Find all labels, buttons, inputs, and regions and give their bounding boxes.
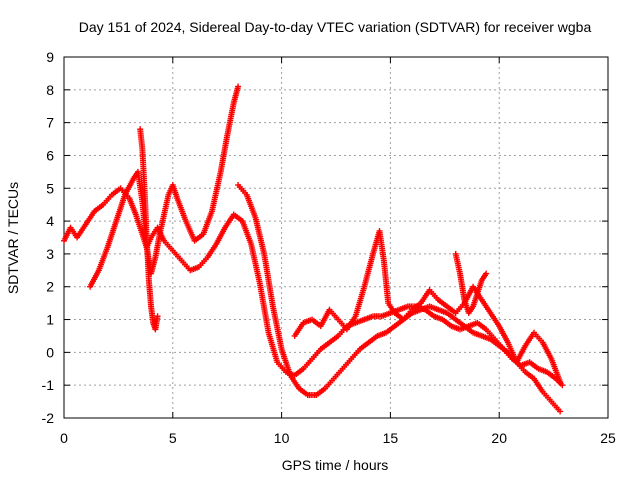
x-axis-label: GPS time / hours xyxy=(282,457,389,473)
y-tick-label: -1 xyxy=(42,377,55,393)
y-axis-label: SDTVAR / TECUs xyxy=(5,182,21,294)
x-tick-label: 10 xyxy=(274,430,290,446)
data-point xyxy=(557,408,564,415)
y-tick-label: -2 xyxy=(42,410,55,426)
data-point xyxy=(559,382,566,389)
x-tick-label: 15 xyxy=(383,430,399,446)
y-tick-label: 7 xyxy=(46,115,54,131)
y-tick-label: 8 xyxy=(46,82,54,98)
x-tick-label: 20 xyxy=(491,430,507,446)
y-tick-label: 6 xyxy=(46,147,54,163)
data-point xyxy=(483,270,490,277)
y-tick-label: 2 xyxy=(46,279,54,295)
x-tick-label: 25 xyxy=(600,430,616,446)
x-tick-label: 5 xyxy=(169,430,177,446)
y-tick-label: 5 xyxy=(46,180,54,196)
axis-ticks xyxy=(63,56,609,419)
data-points xyxy=(61,83,566,415)
y-tick-label: 4 xyxy=(46,213,54,229)
y-tick-label: 9 xyxy=(46,49,54,65)
x-tick-label: 0 xyxy=(60,430,68,446)
y-tick-label: 3 xyxy=(46,246,54,262)
data-point xyxy=(154,313,161,320)
data-point xyxy=(557,378,564,385)
y-tick-label: 1 xyxy=(46,312,54,328)
data-point xyxy=(235,83,242,90)
chart-title: Day 151 of 2024, Sidereal Day-to-day VTE… xyxy=(79,19,592,35)
y-tick-label: 0 xyxy=(46,344,54,360)
tick-labels: 0 5 10 15 20 25 -2 -1 0 1 2 3 4 5 6 7 8 9 xyxy=(42,49,616,446)
